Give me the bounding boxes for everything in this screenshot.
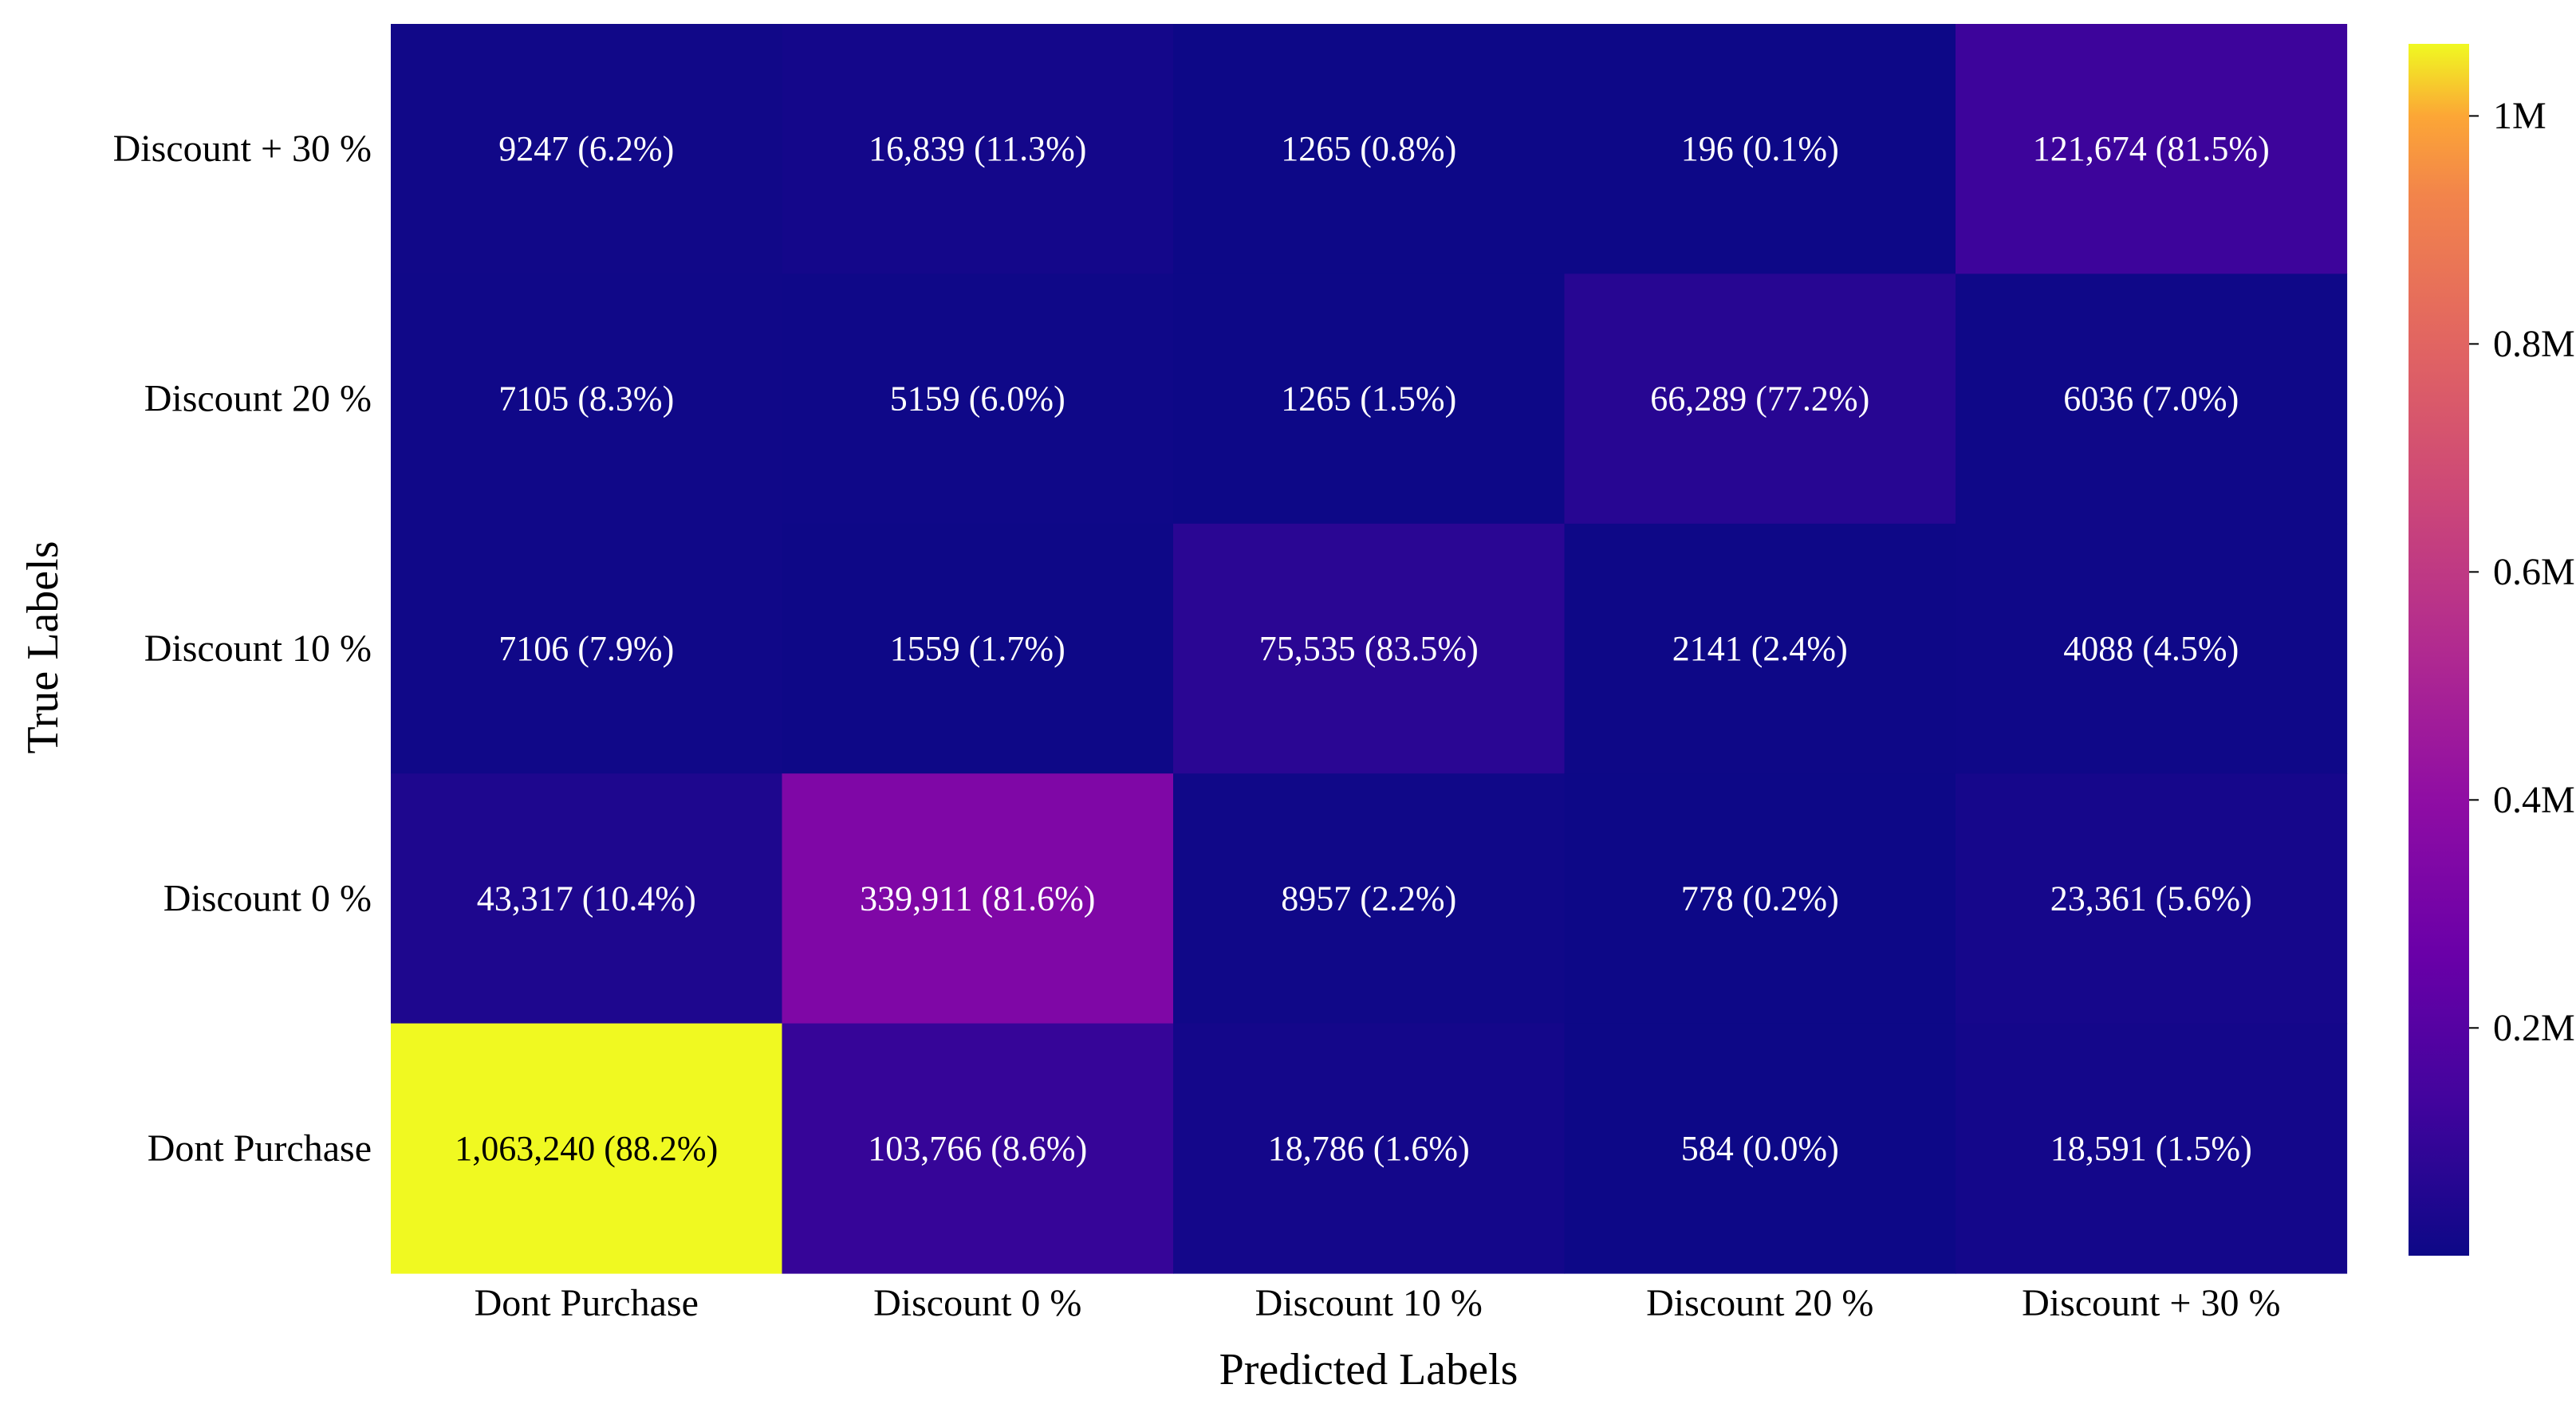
cell-value-label: 9247 (6.2%) [498, 129, 674, 168]
cell-value-label: 16,839 (11.3%) [869, 129, 1086, 168]
cell-value-label: 5159 (6.0%) [890, 380, 1065, 419]
cell-value-label: 339,911 (81.6%) [860, 879, 1095, 918]
cell-labels: 9247 (6.2%) 16,839 (11.3%) 1265 (0.8%) 196 … [455, 129, 2269, 1168]
heatmap-cell [391, 24, 783, 274]
x-axis-label: Predicted Labels [1219, 1345, 1518, 1394]
y-axis-label: True Labels [18, 541, 68, 753]
heatmap-cell [1173, 1023, 1566, 1274]
heatmap-cell [1564, 24, 1956, 274]
cell-value-label: 4088 (4.5%) [2063, 629, 2239, 668]
heatmap-cell [1956, 523, 2348, 774]
heatmap-cell [782, 273, 1174, 525]
cell-value-label: 1265 (1.5%) [1281, 380, 1456, 419]
cell-value-label: 18,591 (1.5%) [2050, 1129, 2252, 1168]
colorbar-tick-label: 1M [2493, 95, 2546, 137]
cell-value-label: 121,674 (81.5%) [2033, 129, 2270, 168]
heatmap-cells [391, 24, 2348, 1274]
cell-value-label: 75,535 (83.5%) [1259, 629, 1479, 668]
y-axis-tick-labels: Discount + 30 % Discount 20 % Discount 10 … [113, 128, 372, 1170]
x-tick-label: Discount 20 % [1646, 1282, 1873, 1324]
cell-value-label: 18,786 (1.6%) [1268, 1129, 1470, 1168]
y-tick-label: Discount 20 % [144, 378, 372, 420]
cell-value-label: 6036 (7.0%) [2063, 380, 2239, 419]
heatmap-cell [782, 1023, 1174, 1274]
heatmap-cell [391, 773, 783, 1024]
heatmap-cell [782, 773, 1174, 1024]
x-tick-label: Discount 10 % [1255, 1282, 1483, 1324]
y-tick-label: Dont Purchase [148, 1127, 372, 1170]
x-tick-label: Discount + 30 % [2022, 1282, 2280, 1324]
heatmap-cell [1564, 523, 1956, 774]
heatmap-cell [1956, 273, 2348, 525]
colorbar-tick-label: 0.2M [2493, 1007, 2575, 1049]
x-tick-label: Dont Purchase [475, 1282, 699, 1324]
cell-value-label: 1559 (1.7%) [890, 629, 1065, 668]
heatmap-cell [1956, 1023, 2348, 1274]
colorbar-tick-label: 0.6M [2493, 551, 2575, 593]
heatmap-cell [1564, 773, 1956, 1024]
y-tick-label: Discount 10 % [144, 627, 372, 670]
x-tick-label: Discount 0 % [873, 1282, 1081, 1324]
cell-value-label: 1265 (0.8%) [1281, 129, 1456, 168]
colorbar: 0.2M 0.4M 0.6M 0.8M 1M [2409, 44, 2575, 1256]
cell-value-label: 778 (0.2%) [1681, 879, 1839, 918]
heatmap-cell [1173, 24, 1566, 274]
cell-value-label: 103,766 (8.6%) [868, 1129, 1087, 1168]
heatmap-cell [391, 273, 783, 525]
colorbar-tick-label: 0.8M [2493, 323, 2575, 365]
heatmap-cell [391, 523, 783, 774]
cell-value-label: 23,361 (5.6%) [2050, 879, 2252, 918]
heatmap-cell [782, 523, 1174, 774]
colorbar-ticks: 0.2M 0.4M 0.6M 0.8M 1M [2469, 95, 2575, 1049]
cell-value-label: 584 (0.0%) [1681, 1129, 1839, 1168]
heatmap-cell [782, 24, 1174, 274]
heatmap-cell [1173, 773, 1566, 1024]
heatmap-cell [1564, 273, 1956, 525]
cell-value-label: 7105 (8.3%) [498, 380, 674, 419]
colorbar-tick-label: 0.4M [2493, 779, 2575, 821]
cell-value-label: 43,317 (10.4%) [477, 879, 696, 918]
heatmap-cell [1956, 24, 2348, 274]
cell-value-label: 2141 (2.4%) [1672, 629, 1848, 668]
cell-value-label: 196 (0.1%) [1681, 129, 1839, 168]
x-axis-tick-labels: Dont Purchase Discount 0 % Discount 10 % Di… [475, 1282, 2281, 1324]
heatmap-cell [1564, 1023, 1956, 1274]
cell-value-label: 8957 (2.2%) [1281, 879, 1456, 918]
cell-value-label: 7106 (7.9%) [498, 629, 674, 668]
heatmap-cell [1173, 273, 1566, 525]
heatmap-cell [1173, 523, 1566, 774]
cell-value-label: 66,289 (77.2%) [1650, 380, 1869, 419]
colorbar-gradient [2409, 44, 2469, 1256]
heatmap-cell [1956, 773, 2348, 1024]
cell-value-label: 1,063,240 (88.2%) [455, 1129, 718, 1168]
y-tick-label: Discount 0 % [163, 877, 372, 919]
heatmap-cell [391, 1023, 783, 1274]
y-tick-label: Discount + 30 % [113, 128, 372, 170]
